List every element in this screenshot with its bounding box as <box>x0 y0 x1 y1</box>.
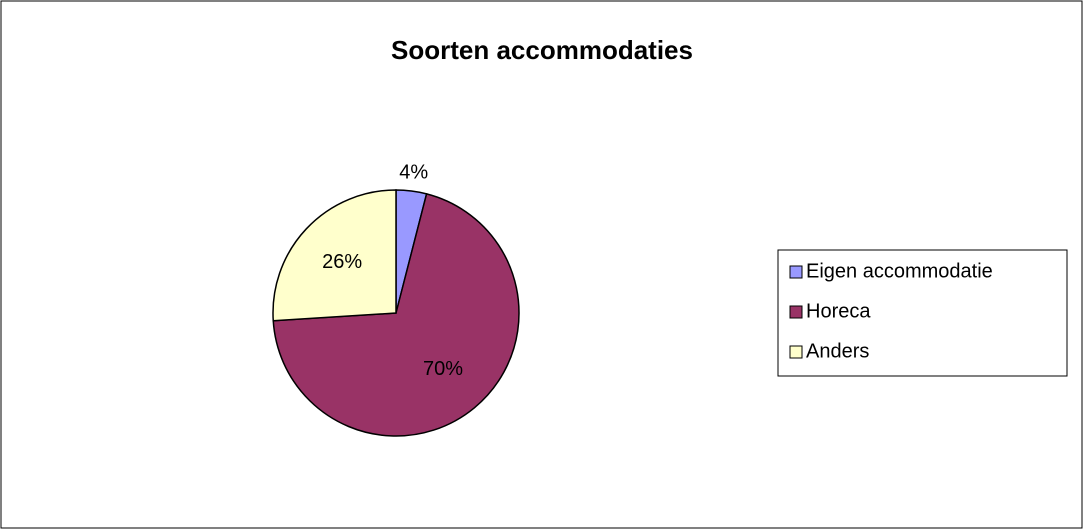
pie-slice <box>272 189 397 322</box>
legend-label: Eigen accommodatie <box>806 260 993 282</box>
legend-swatch <box>789 345 803 359</box>
data-label: 26% <box>322 251 362 273</box>
legend-box <box>777 249 1068 377</box>
legend-swatch <box>789 305 803 319</box>
chart-title: Soorten accommodaties <box>391 35 693 65</box>
data-label: 70% <box>423 358 463 380</box>
legend-label: Horeca <box>806 300 871 322</box>
data-label: 4% <box>399 161 428 183</box>
legend-label: Anders <box>806 340 869 362</box>
pie-slice <box>272 192 520 437</box>
legend-swatch <box>789 265 803 279</box>
